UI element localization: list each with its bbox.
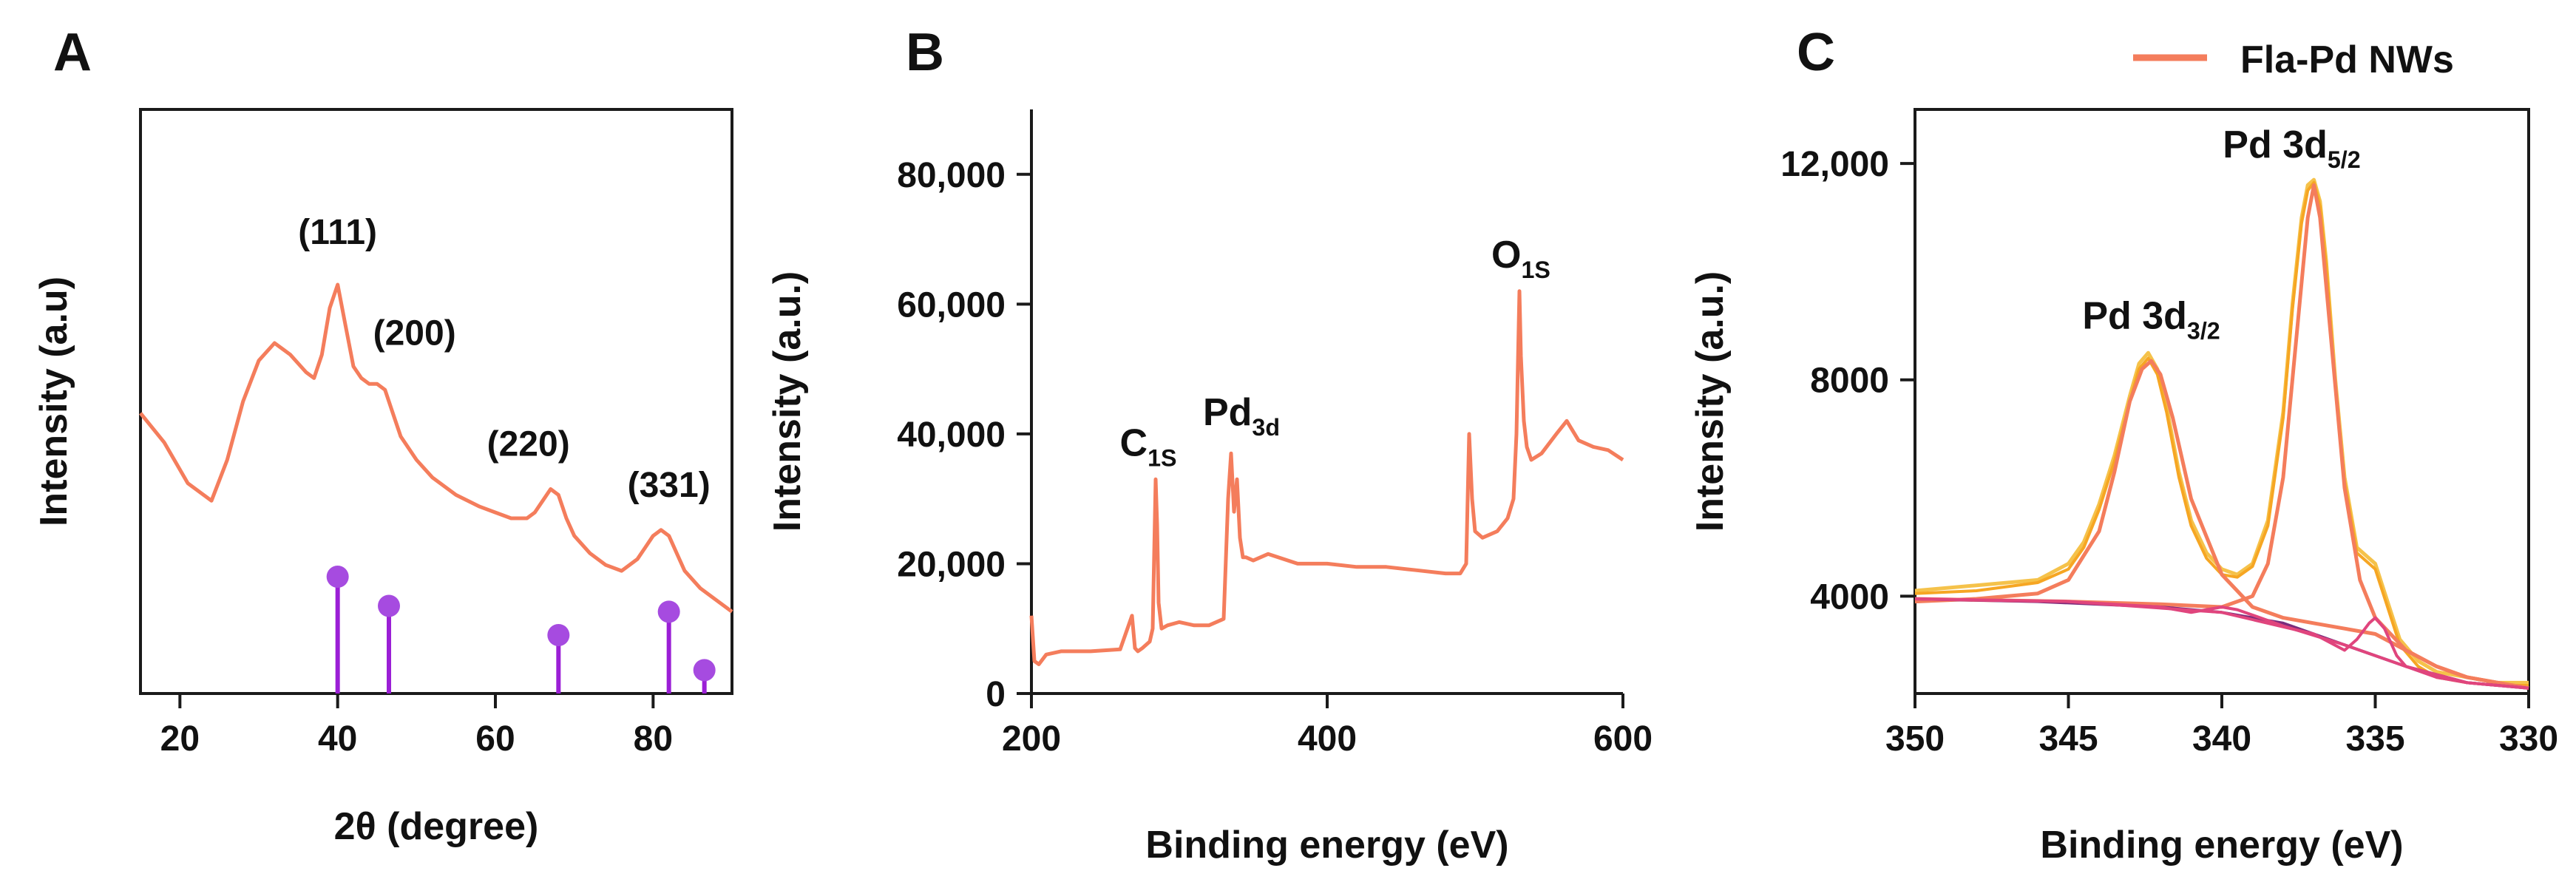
panel-b-y-axis-label: Intensity (a.u.): [766, 271, 809, 532]
peak-label: (111): [298, 213, 377, 252]
x-tick-label: 60: [475, 719, 515, 759]
x-tick-label: 330: [2499, 719, 2558, 759]
y-tick-label: 60,000: [897, 285, 1006, 325]
peak-label-subscript: 3/2: [2187, 317, 2220, 344]
peak-label: C1S: [1120, 421, 1177, 471]
x-tick-label: 200: [1002, 719, 1061, 759]
peak-label-subscript: 1S: [1522, 257, 1550, 283]
peak-label-main: C: [1120, 421, 1148, 464]
y-tick-label: 40,000: [897, 416, 1006, 455]
reference-line-head: [693, 659, 716, 682]
panel-a-reference-lines: [326, 566, 716, 694]
panel-a-x-axis-label: 2θ (degree): [334, 805, 539, 848]
peak-label-main: Pd 3d: [2223, 123, 2328, 166]
y-tick-label: 80,000: [897, 156, 1006, 195]
fit-envelope-line: [1914, 180, 2529, 687]
y-tick-label: 20,000: [897, 545, 1006, 584]
panel-b-y-ticks: 0 20,000 40,000 60,000 80,000: [897, 156, 1031, 714]
panel-a: A 20 40 60 80 (111) (200) (220) (331) 2θ (degr…: [33, 23, 733, 848]
panel-c-y-ticks: 4000 8000 12,000: [1780, 145, 1915, 617]
panel-a-y-axis-label: Intensity (a.u): [33, 277, 75, 526]
panel-c-letter: C: [1797, 23, 1835, 82]
peak-label: Pd 3d3/2: [2082, 294, 2220, 344]
reference-line-head: [378, 594, 400, 617]
peak-label: (220): [487, 425, 570, 464]
x-tick-label: 340: [2192, 719, 2251, 759]
peak-label: (331): [628, 466, 711, 505]
panel-a-peak-labels: (111) (200) (220) (331): [298, 213, 710, 505]
panel-c-legend: Fla-Pd NWs: [2133, 38, 2454, 81]
reference-line-head: [326, 566, 349, 588]
peak-label-main: Pd 3d: [2082, 294, 2187, 337]
y-tick-label: 4000: [1810, 577, 1889, 617]
peak-label: (200): [373, 313, 456, 353]
pd-3d3-2-component-line: [1914, 359, 2529, 691]
panel-c-x-ticks: 350 345 340 335 330: [1885, 694, 2558, 759]
reference-line-head: [657, 600, 680, 623]
x-tick-label: 350: [1885, 719, 1945, 759]
x-tick-label: 40: [318, 719, 357, 759]
y-tick-label: 12,000: [1780, 145, 1889, 184]
panel-a-x-ticks: 20 40 60 80: [160, 694, 673, 759]
peak-label: Pd 3d5/2: [2223, 123, 2360, 173]
x-tick-label: 20: [160, 719, 200, 759]
panel-b-x-ticks: 200 400 600: [1002, 694, 1653, 759]
x-tick-label: 335: [2345, 719, 2404, 759]
panel-b-survey-curve: [1029, 289, 1624, 666]
pd-3d5-2-component-line: [1914, 183, 2529, 691]
panel-b-letter: B: [906, 23, 944, 82]
panel-a-frame: [139, 108, 733, 695]
x-tick-label: 80: [634, 719, 673, 759]
panel-c-y-axis-label: Intensity (a.u.): [1689, 271, 1732, 532]
peak-label: Pd3d: [1203, 391, 1280, 441]
peak-label-subscript: 5/2: [2328, 146, 2361, 173]
y-tick-label: 0: [986, 675, 1006, 714]
reference-line-head: [547, 624, 570, 646]
satellite-2-line: [1914, 597, 2529, 690]
peak-label: O1S: [1491, 234, 1550, 283]
peak-label-subscript: 3d: [1252, 414, 1280, 441]
panel-a-xrd-curve: [139, 282, 733, 614]
panel-b-x-axis-label: Binding energy (eV): [1145, 824, 1508, 867]
panel-c: C Fla-Pd NWs 350 345 340 335 330 4000 8000 12,…: [1689, 23, 2558, 867]
panel-c-peak-labels: Pd 3d3/2Pd 3d5/2: [2082, 123, 2360, 344]
x-tick-label: 345: [2038, 719, 2098, 759]
panel-c-series: [1914, 177, 2529, 691]
panel-c-x-axis-label: Binding energy (eV): [2040, 824, 2403, 867]
peak-label-main: Pd: [1203, 391, 1252, 434]
peak-label-main: O: [1491, 234, 1521, 277]
panel-a-letter: A: [53, 23, 92, 82]
legend-label: Fla-Pd NWs: [2240, 38, 2454, 81]
peak-label-subscript: 1S: [1148, 444, 1176, 471]
x-tick-label: 600: [1593, 719, 1653, 759]
y-tick-label: 8000: [1810, 362, 1889, 401]
x-tick-label: 400: [1298, 719, 1357, 759]
